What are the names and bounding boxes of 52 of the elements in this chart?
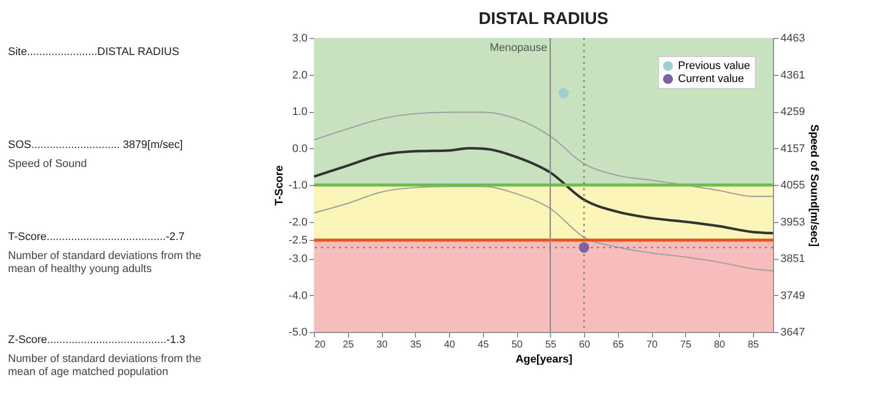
x-tick-label: 55 [545, 340, 557, 350]
y2-tick-label: 4157 [780, 142, 805, 155]
text: Site.......................DISTAL RADIUS [8, 46, 180, 58]
text: Speed of Sound [8, 158, 87, 170]
text: mean of age matched population [8, 366, 168, 378]
y2-axis-title: Speed of Sound[m/sec] [808, 124, 820, 247]
y-tick-label: -2.0 [288, 216, 308, 228]
chart-title: DISTAL RADIUS [478, 9, 608, 28]
x-tick-label: 35 [410, 340, 422, 350]
y-tick-label: -1.0 [288, 180, 308, 192]
x-tick-label: 70 [646, 340, 658, 350]
x-tick-label: 75 [680, 340, 692, 350]
x-tick-label: 25 [342, 340, 354, 350]
ref-line-label: Menopause [490, 42, 548, 54]
y2-tick-label: 4259 [780, 106, 805, 118]
y2-tick-label: 4055 [780, 180, 805, 192]
text: mean of healthy young adults [8, 263, 152, 275]
text: SOS............................. 3879[m/sec] [8, 139, 183, 151]
x-tick-label: 65 [612, 340, 624, 350]
line-series [313, 186, 774, 272]
y-tick-label: -2.5 [288, 234, 308, 247]
y-tick-label: 2.0 [292, 69, 308, 82]
x-tick-label: 20 [314, 340, 326, 350]
y2-tick-label: 3953 [780, 216, 805, 228]
text: Z-Score.......................................-1.3 [8, 334, 186, 346]
x-axis-title: Age[years] [516, 354, 573, 366]
x-tick-label: 60 [578, 340, 590, 350]
y-tick-label: -4.0 [288, 290, 308, 302]
y-tick-label: -3.0 [288, 253, 308, 265]
y2-tick-label: 4463 [780, 32, 805, 44]
y2-tick-label: 3749 [780, 290, 805, 302]
text: Number of standard deviations from the [8, 250, 202, 262]
x-tick-label: 30 [376, 340, 388, 350]
x-tick-label: 45 [478, 340, 490, 350]
x-tick-label: 85 [748, 340, 760, 350]
y-tick-label: 3.0 [292, 32, 308, 44]
text: Number of standard deviations from the [8, 353, 202, 365]
y2-tick-label: 3851 [780, 253, 805, 265]
y2-tick-label: 3647 [780, 326, 805, 338]
y-tick-label: -5.0 [288, 326, 308, 338]
x-tick-label: 50 [511, 340, 523, 350]
y-tick-label: 0.0 [292, 142, 308, 155]
y2-tick-label: 4361 [780, 69, 805, 82]
line-series [312, 147, 774, 234]
text: T-Score.......................................-2.7 [8, 231, 185, 243]
x-tick-label: 40 [444, 340, 456, 350]
x-tick-label: 80 [714, 340, 726, 350]
legend-label: Previous value [678, 60, 750, 72]
y-axis-title: T-Score [274, 165, 286, 206]
y-tick-label: 1.0 [292, 106, 308, 118]
legend-label: Current value [678, 73, 744, 85]
line-series [313, 112, 774, 197]
